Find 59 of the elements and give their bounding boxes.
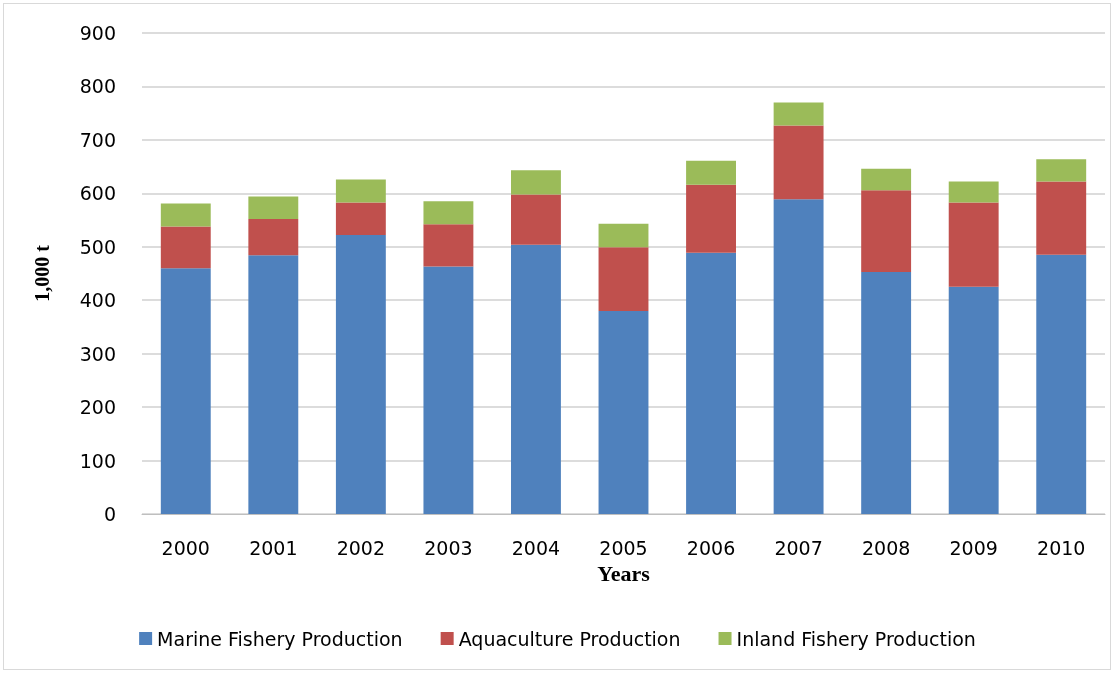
legend-label: Inland Fishery Production xyxy=(736,627,976,650)
bar xyxy=(1036,181,1087,255)
bar xyxy=(1036,159,1087,182)
bar xyxy=(511,194,561,245)
bar xyxy=(423,201,474,225)
bar xyxy=(598,310,649,514)
x-tick-label: 2006 xyxy=(686,536,736,559)
y-tick-label: 0 xyxy=(103,503,116,525)
x-tick-label: 2001 xyxy=(249,536,298,559)
bar xyxy=(686,160,736,185)
bar xyxy=(686,252,736,514)
bar xyxy=(248,196,299,219)
x-tick-label: 2000 xyxy=(161,536,210,559)
y-tick-label: 500 xyxy=(79,235,116,258)
bar xyxy=(160,203,211,227)
x-tick-label: 2002 xyxy=(336,536,386,559)
bar xyxy=(1036,254,1087,514)
bar xyxy=(511,244,561,514)
bar xyxy=(861,190,912,272)
bar xyxy=(773,102,824,126)
bar xyxy=(861,168,912,191)
x-tick-label: 2009 xyxy=(949,536,998,559)
bar xyxy=(686,184,736,253)
y-tick-label: 300 xyxy=(79,342,116,365)
bar xyxy=(511,170,561,195)
x-axis-title: Years xyxy=(597,560,651,586)
x-tick-label: 2008 xyxy=(861,536,911,559)
y-axis-title: 1,000 t xyxy=(31,244,53,302)
bar xyxy=(335,235,386,514)
legend-label: Aquaculture Production xyxy=(458,627,681,650)
x-tick-label: 2003 xyxy=(424,536,473,559)
y-tick-label: 200 xyxy=(79,396,116,419)
bar xyxy=(948,286,999,514)
x-tick-label: 2005 xyxy=(599,536,648,559)
bar xyxy=(248,255,299,514)
x-tick-label: 2010 xyxy=(1037,536,1086,559)
bar xyxy=(773,125,824,200)
bar xyxy=(598,247,649,311)
y-tick-label: 900 xyxy=(79,22,116,44)
bar xyxy=(948,181,999,203)
y-tick-label: 600 xyxy=(79,182,116,205)
bar xyxy=(335,202,386,236)
bar xyxy=(423,266,474,514)
bar xyxy=(160,226,211,269)
y-tick-label: 700 xyxy=(79,128,116,151)
bar xyxy=(423,224,474,267)
y-tick-label: 400 xyxy=(79,289,116,312)
y-tick-label: 100 xyxy=(79,449,116,472)
bar xyxy=(160,268,211,514)
bar xyxy=(861,271,912,514)
x-tick-label: 2004 xyxy=(511,536,561,559)
legend-label: Marine Fishery Production xyxy=(157,627,403,650)
bar xyxy=(773,199,824,514)
bar xyxy=(598,223,649,248)
x-tick-label: 2007 xyxy=(774,536,823,559)
bar xyxy=(248,218,299,256)
bar xyxy=(948,202,999,287)
bar xyxy=(335,179,386,203)
y-tick-label: 800 xyxy=(79,75,116,98)
